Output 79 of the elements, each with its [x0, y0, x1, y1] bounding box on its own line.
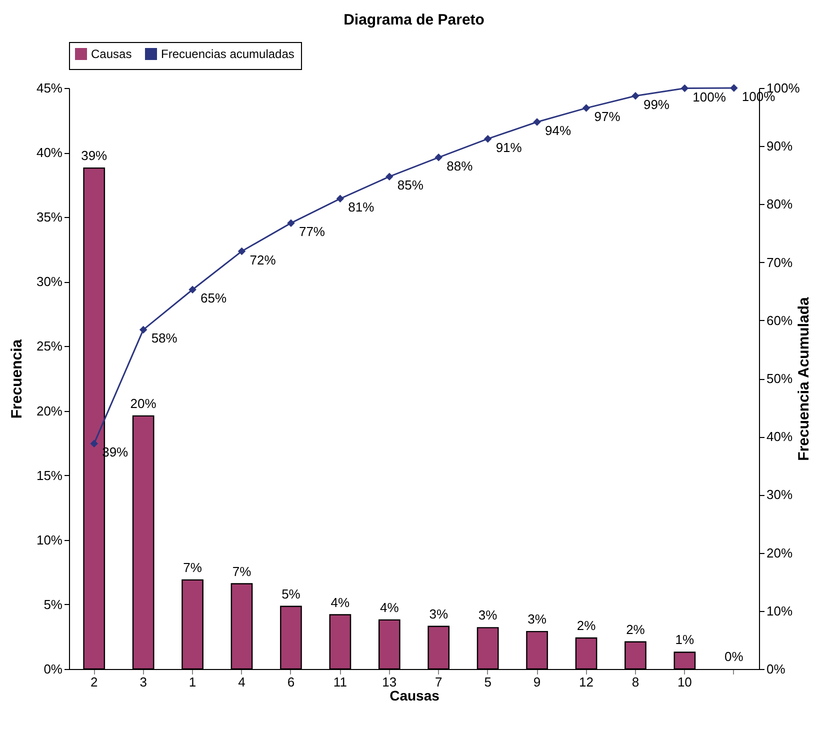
data-label: 7% [232, 564, 252, 579]
y2-axis-title: Frecuencia Acumulada [796, 296, 813, 461]
data-label: 2% [626, 622, 646, 637]
y-tick-label: 45% [36, 80, 63, 96]
point [139, 326, 148, 334]
y-tick-label: 0% [44, 662, 63, 676]
data-label: 39% [81, 148, 108, 164]
x-tick-label: 2 [90, 674, 98, 690]
data-label: 97% [594, 109, 621, 124]
y2-tick-label: 20% [766, 545, 793, 560]
data-label: 4% [380, 600, 400, 615]
data-label: 72% [250, 252, 276, 268]
y2-tick-label: 80% [766, 196, 793, 212]
data-label: 0% [724, 649, 744, 664]
point [582, 104, 590, 112]
data-label: 3% [478, 608, 498, 623]
y2-tick-label: 0% [766, 662, 786, 676]
x-tick-label: 1 [188, 674, 196, 690]
data-label: 99% [643, 96, 670, 112]
data-label: 7% [183, 560, 202, 575]
data-label: 91% [496, 140, 522, 155]
point [90, 440, 98, 448]
y2-tick-label: 70% [766, 254, 793, 270]
y-tick-label: 40% [36, 145, 63, 160]
y-tick-label: 35% [36, 210, 63, 225]
point [632, 92, 640, 100]
data-label: 1% [675, 632, 695, 648]
point [533, 118, 541, 126]
y-tick-label: 25% [36, 338, 63, 354]
data-label: 77% [298, 224, 326, 240]
y2-tick-label: 50% [766, 371, 793, 386]
y-tick-label: 20% [36, 403, 63, 418]
y-tick-label: 10% [36, 532, 63, 548]
y2-tick-label: 40% [766, 429, 793, 444]
data-label: 2% [576, 618, 596, 634]
y2-tick-label: 60% [766, 312, 793, 328]
point [238, 247, 246, 256]
y2-tick-label: 90% [766, 138, 793, 154]
point [730, 84, 738, 92]
point [484, 134, 492, 143]
data-label: 85% [397, 178, 424, 193]
x-tick-label: 3 [140, 674, 147, 690]
x-tick-label: 11 [333, 674, 347, 690]
x-tick-label: 13 [382, 674, 397, 690]
y-tick-label: 30% [36, 274, 63, 290]
point [188, 286, 196, 294]
data-label: 94% [545, 122, 572, 138]
x-tick-label: 9 [533, 674, 541, 690]
data-label: 65% [200, 290, 227, 306]
data-label: 4% [330, 594, 350, 610]
data-label: 88% [446, 158, 474, 174]
x-tick-label: 7 [434, 674, 442, 690]
y2-tick-label: 30% [766, 487, 793, 502]
data-label: 20% [130, 396, 157, 411]
point [287, 219, 295, 227]
x-tick-label: 6 [287, 674, 295, 690]
point [336, 194, 344, 203]
x-axis-title: Causas [390, 688, 440, 704]
y-tick-label: 5% [44, 596, 63, 612]
point [680, 84, 689, 92]
y-axis-title: Frecuencia [8, 338, 26, 419]
legend-label: Causas [91, 47, 132, 61]
data-label: 58% [151, 330, 178, 346]
data-label: 3% [528, 612, 547, 627]
x-tick-label: 10 [677, 674, 692, 690]
legend-label: Frecuencias acumuladas [161, 47, 294, 61]
data-label: 5% [282, 586, 301, 602]
y-tick-label: 15% [36, 468, 63, 483]
chart-title: Diagrama de Pareto [344, 12, 484, 28]
x-tick-label: 5 [484, 674, 492, 690]
x-tick-label: 4 [238, 674, 246, 690]
y2-tick-label: 10% [766, 603, 793, 618]
data-label: 3% [429, 606, 448, 622]
data-label: 100% [692, 89, 726, 104]
data-label: 81% [348, 200, 375, 215]
point [434, 154, 442, 162]
x-tick-label: 8 [632, 674, 640, 690]
point [386, 172, 394, 180]
x-tick-label: 12 [579, 674, 594, 690]
